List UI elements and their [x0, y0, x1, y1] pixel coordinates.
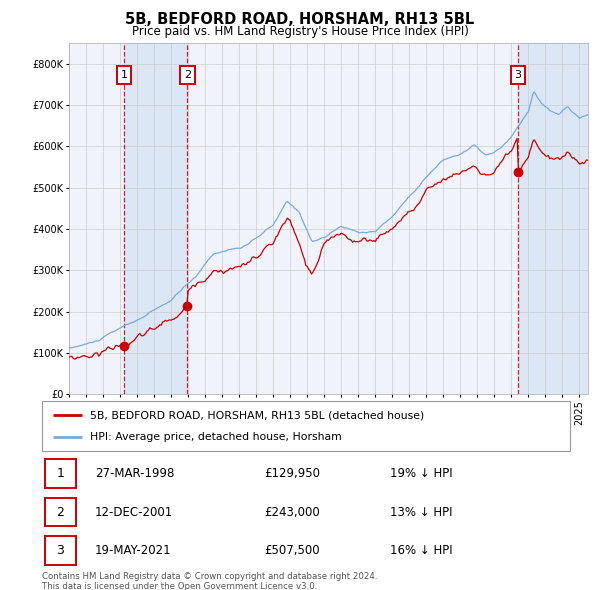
- Text: HPI: Average price, detached house, Horsham: HPI: Average price, detached house, Hors…: [89, 432, 341, 442]
- Text: This data is licensed under the Open Government Licence v3.0.: This data is licensed under the Open Gov…: [42, 582, 317, 590]
- FancyBboxPatch shape: [44, 460, 76, 488]
- Text: 19% ↓ HPI: 19% ↓ HPI: [391, 467, 453, 480]
- FancyBboxPatch shape: [44, 498, 76, 526]
- Text: 13% ↓ HPI: 13% ↓ HPI: [391, 506, 453, 519]
- Text: 5B, BEDFORD ROAD, HORSHAM, RH13 5BL (detached house): 5B, BEDFORD ROAD, HORSHAM, RH13 5BL (det…: [89, 410, 424, 420]
- Text: 3: 3: [56, 544, 64, 557]
- Text: 1: 1: [56, 467, 64, 480]
- Bar: [124, 43, 187, 394]
- Text: 2: 2: [56, 506, 64, 519]
- Text: 3: 3: [514, 70, 521, 80]
- Bar: [518, 43, 588, 394]
- Text: 2: 2: [184, 70, 191, 80]
- Text: 5B, BEDFORD ROAD, HORSHAM, RH13 5BL: 5B, BEDFORD ROAD, HORSHAM, RH13 5BL: [125, 12, 475, 27]
- Text: 16% ↓ HPI: 16% ↓ HPI: [391, 544, 453, 557]
- Text: 27-MAR-1998: 27-MAR-1998: [95, 467, 174, 480]
- Text: £129,950: £129,950: [264, 467, 320, 480]
- Text: 19-MAY-2021: 19-MAY-2021: [95, 544, 172, 557]
- Text: £507,500: £507,500: [264, 544, 319, 557]
- Text: 1: 1: [121, 70, 127, 80]
- Text: £243,000: £243,000: [264, 506, 320, 519]
- Text: Price paid vs. HM Land Registry's House Price Index (HPI): Price paid vs. HM Land Registry's House …: [131, 25, 469, 38]
- Text: 12-DEC-2001: 12-DEC-2001: [95, 506, 173, 519]
- FancyBboxPatch shape: [44, 536, 76, 565]
- Text: Contains HM Land Registry data © Crown copyright and database right 2024.: Contains HM Land Registry data © Crown c…: [42, 572, 377, 581]
